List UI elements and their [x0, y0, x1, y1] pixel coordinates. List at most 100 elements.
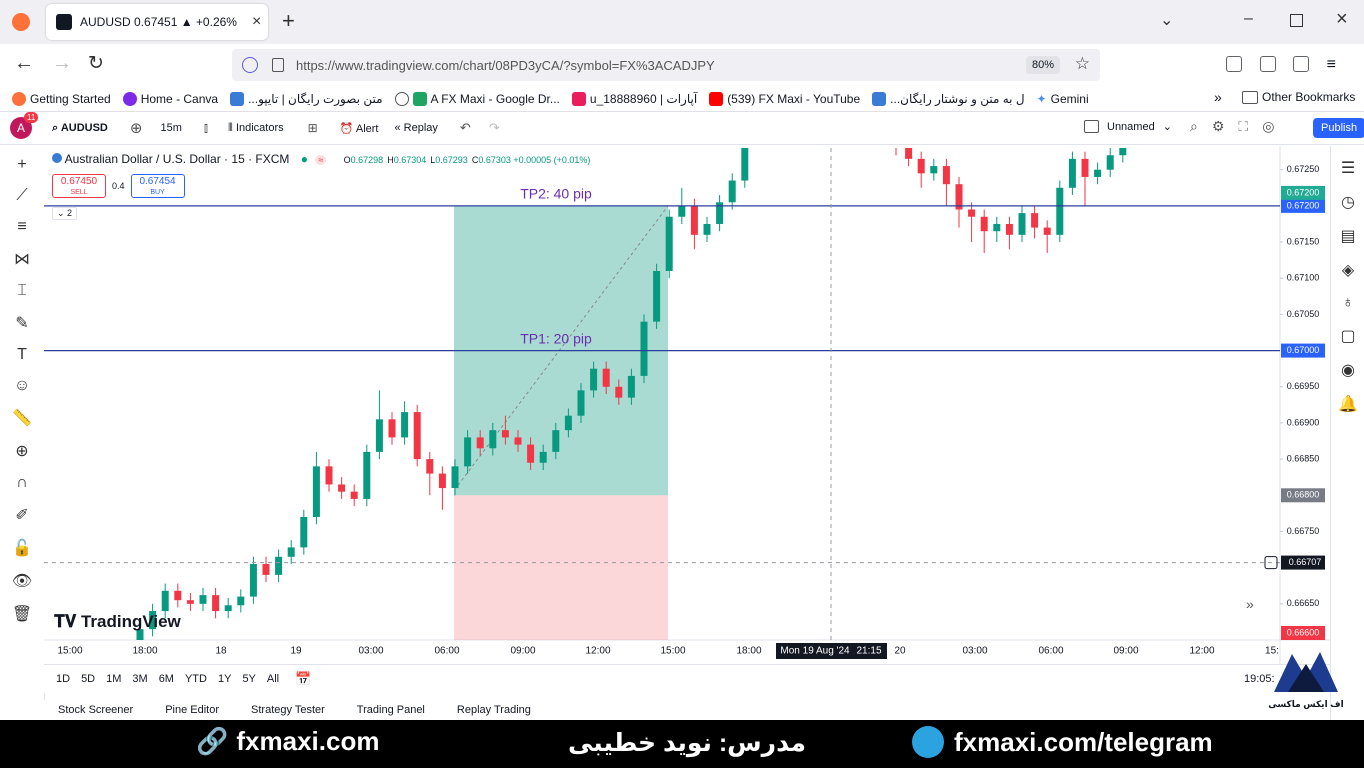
panel-tab[interactable]: Replay Trading	[456, 704, 531, 716]
sell-button[interactable]: 0.67450 SELL	[52, 174, 106, 198]
bookmark[interactable]: ...متن بصورت رایگان | تایپو	[230, 91, 383, 106]
bookmark-label: A FX Maxi - Google Dr...	[430, 91, 560, 106]
range-button[interactable]: 5D	[81, 673, 96, 685]
range-button[interactable]: YTD	[184, 673, 207, 685]
url-bar[interactable]: https://www.tradingview.com/chart/08PD3y…	[232, 49, 1100, 81]
widget[interactable]: 🔔	[1338, 396, 1358, 413]
zoom[interactable]: 80%	[1025, 56, 1060, 74]
new-tab[interactable]: +	[282, 8, 295, 33]
widget[interactable]: ♁	[1342, 294, 1354, 311]
bookmark-star[interactable]: ☆	[1074, 54, 1090, 73]
range-button[interactable]: 1M	[106, 673, 122, 685]
widget[interactable]: ☰	[1340, 160, 1356, 177]
x-tick-label: 06:00	[434, 646, 459, 657]
back[interactable]: ←	[14, 52, 34, 74]
range-button[interactable]: All	[266, 673, 280, 685]
chart-type[interactable]: ⫾	[203, 120, 209, 135]
tool[interactable]: T	[17, 346, 27, 363]
tool[interactable]: 📏	[12, 410, 32, 427]
menu[interactable]: ≡	[1326, 56, 1336, 73]
tool[interactable]: +	[17, 156, 27, 173]
range-button[interactable]: 5Y	[242, 673, 256, 685]
candle-body	[1018, 213, 1026, 235]
buy-button[interactable]: 0.67454 BUY	[130, 174, 185, 198]
minimize[interactable]: –	[1244, 10, 1253, 27]
toolbar-icons[interactable]: ⌕⚙⛶◎	[1190, 118, 1289, 134]
x-tick-label: 09:00	[510, 646, 535, 657]
indicators[interactable]: ⦀ Indicators	[228, 121, 284, 134]
tool[interactable]: ☺	[13, 377, 31, 394]
bookmark[interactable]: A FX Maxi - Google Dr...	[394, 91, 560, 106]
ohlc-value: 0.67293	[435, 155, 468, 165]
forward[interactable]: →	[52, 52, 72, 74]
range-button[interactable]: 1Y	[217, 673, 232, 685]
tab-list[interactable]: ⌄	[1160, 12, 1174, 29]
bookmark[interactable]: ...ل به متن و نوشتار رایگان	[872, 91, 1025, 106]
goto-date[interactable]: 📅	[295, 671, 312, 686]
tool[interactable]: ✐	[15, 507, 29, 524]
tool[interactable]: 🗑	[11, 606, 33, 623]
reload[interactable]: ↻	[88, 53, 104, 74]
compare[interactable]: ⊕	[129, 120, 143, 137]
candle-body	[917, 158, 925, 174]
publish[interactable]: Publish	[1313, 118, 1364, 138]
scroll-right[interactable]: »	[1246, 596, 1254, 612]
pocket[interactable]	[1226, 56, 1242, 72]
bookmark[interactable]: (539) FX Maxi - YouTube	[709, 91, 860, 106]
interval[interactable]: 15m	[160, 122, 182, 134]
widget[interactable]: ◈	[1341, 262, 1355, 279]
tool[interactable]: 🔓	[12, 540, 32, 557]
tab-close[interactable]: ×	[252, 13, 262, 30]
more-bookmarks[interactable]: »	[1214, 89, 1222, 105]
widget[interactable]: ◉	[1341, 362, 1355, 379]
candle-body	[476, 437, 484, 449]
panel-tab[interactable]: Strategy Tester	[251, 704, 325, 716]
bookmark[interactable]: Home - Canva	[122, 91, 218, 106]
downloads[interactable]	[1259, 56, 1276, 72]
range-button[interactable]: 3M	[132, 673, 148, 685]
candle-body	[539, 451, 547, 463]
widget[interactable]: ▤	[1340, 228, 1356, 245]
x-tick-label: 03:00	[358, 646, 383, 657]
link-icon: 🔗	[196, 726, 229, 756]
symbol-search[interactable]: ⌕ AUDUSD	[52, 121, 108, 134]
replay[interactable]: « Replay	[394, 122, 438, 134]
extensions[interactable]	[1293, 56, 1310, 72]
tool[interactable]: ⌶	[17, 282, 27, 299]
candle-body	[1094, 169, 1102, 177]
tool[interactable]: ⟋	[16, 187, 28, 204]
close[interactable]: ×	[1336, 8, 1348, 30]
panel-tab[interactable]: Trading Panel	[356, 704, 425, 716]
avatar[interactable]: A 11	[10, 112, 39, 139]
tool[interactable]: 👁	[11, 573, 33, 590]
range-bar: 1D 5D 1M 3M 6M YTD 1Y 5Y All 📅 19:05:	[44, 664, 1330, 693]
panel-tab[interactable]: Pine Editor	[165, 704, 220, 716]
bookmark[interactable]: ✦ Gemini	[1037, 92, 1089, 106]
widget[interactable]: ◷	[1341, 194, 1355, 211]
undo[interactable]: ↶	[459, 120, 471, 135]
other-bookmarks[interactable]: Other Bookmarks	[1242, 90, 1355, 104]
panel-tab[interactable]: Stock Screener	[58, 704, 134, 716]
bookmark[interactable]: Getting Started	[12, 91, 111, 106]
range-button[interactable]: 1D	[56, 673, 71, 685]
indicator-toggle[interactable]: ⌄ 2	[52, 207, 78, 220]
candle-body	[338, 484, 346, 492]
tool[interactable]: ∩	[16, 474, 28, 491]
templates[interactable]: ⊞	[307, 121, 318, 135]
layout-name[interactable]: Unnamed ⌄	[1084, 120, 1172, 133]
tool[interactable]: ✎	[15, 315, 29, 332]
alert[interactable]: ⏰ Alert	[339, 122, 379, 135]
bookmark[interactable]: u_18888960 | آپارات	[571, 91, 697, 106]
tab[interactable]: AUDUSD 0.67451 ▲ +0.26% Unn ×	[46, 4, 268, 40]
firefox-menu[interactable]	[12, 13, 30, 31]
x-tick-label: 18:00	[132, 646, 157, 657]
tool[interactable]: ≡	[17, 218, 27, 235]
redo[interactable]: ↷	[488, 120, 500, 135]
tool[interactable]: ⊕	[15, 443, 29, 460]
maximize[interactable]	[1290, 14, 1303, 27]
site-label: fxmaxi.com	[236, 726, 380, 756]
entry-label-bg	[1281, 488, 1325, 503]
tool[interactable]: ⋈	[14, 251, 30, 268]
widget[interactable]: ▢	[1340, 328, 1356, 345]
range-button[interactable]: 6M	[158, 673, 174, 685]
